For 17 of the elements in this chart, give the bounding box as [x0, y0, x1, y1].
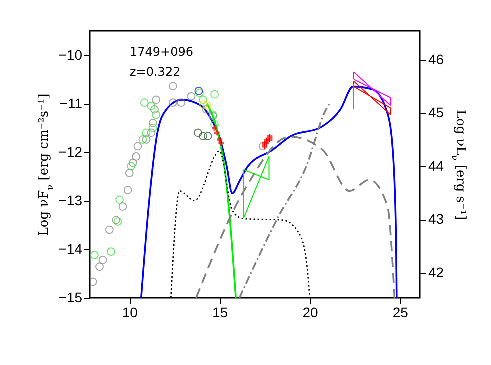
- y2-tick-label: 43: [428, 211, 444, 228]
- annotation: z=0.322: [130, 65, 181, 79]
- annotation: 1749+096: [130, 45, 194, 59]
- y2-tick-label: 42: [428, 264, 444, 280]
- y-tick-label: −14: [58, 240, 83, 257]
- y-tick-label: −11: [60, 95, 83, 112]
- x-tick-label: 25: [392, 304, 409, 320]
- y2-tick-label: 46: [428, 51, 444, 68]
- y-tick-label: −10: [58, 46, 83, 63]
- y-tick-label: −13: [58, 192, 83, 208]
- x-tick-label: 20: [302, 304, 318, 320]
- y2-tick-label: 45: [428, 104, 444, 121]
- y2-tick-label: 44: [428, 158, 444, 174]
- x-tick-label: 15: [212, 304, 228, 320]
- y-tick-label: −15: [58, 290, 83, 306]
- y-tick-label: −12: [58, 144, 83, 160]
- x-tick-label: 10: [122, 304, 138, 320]
